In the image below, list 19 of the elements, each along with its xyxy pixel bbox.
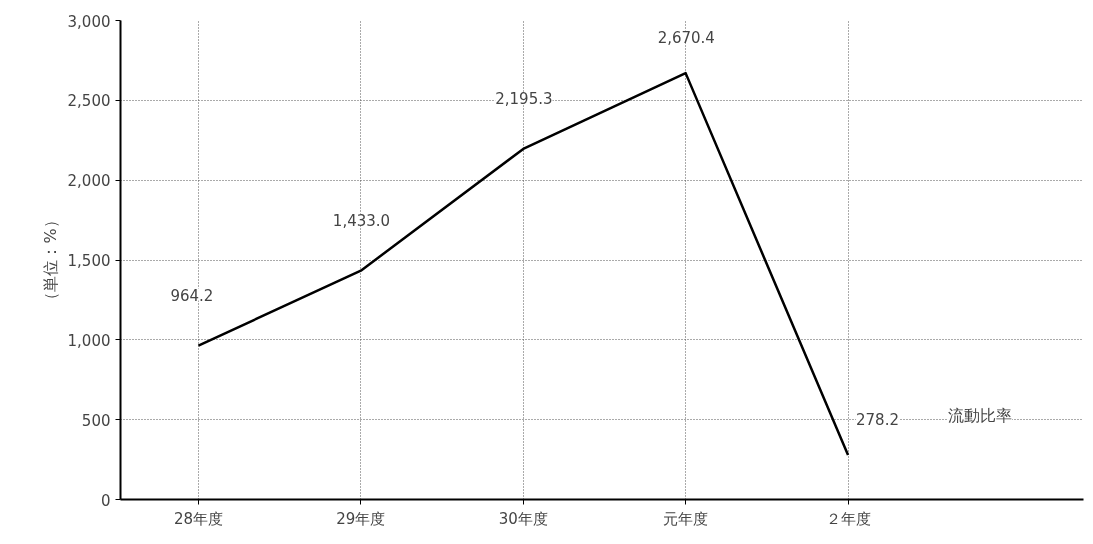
y-tick-label: 1,500 <box>67 252 111 270</box>
y-tick-label: 500 <box>81 411 111 430</box>
y-axis-title: （単位：%） <box>40 212 60 308</box>
data-label: 964.2 <box>170 286 214 305</box>
y-tick-label: 2,000 <box>67 172 111 191</box>
data-label: 2,670.4 <box>657 28 715 47</box>
data-label: 278.2 <box>856 411 899 430</box>
y-tick-label: 3,000 <box>67 12 111 31</box>
x-tick-label: ２年度 <box>825 509 871 528</box>
x-tick-label: 29年度 <box>336 509 386 528</box>
x-tick-label: 28年度 <box>173 509 223 528</box>
data-label: 1,433.0 <box>332 211 391 230</box>
x-tick-label: 30年度 <box>498 509 548 528</box>
y-tick-label: 0 <box>100 491 111 510</box>
text: 流動比率 <box>948 406 1013 426</box>
y-tick-label: 1,000 <box>67 331 111 350</box>
data-label: 2,195.3 <box>495 89 553 108</box>
y-tick-label: 2,500 <box>67 92 111 111</box>
x-tick-label: 元年度 <box>663 509 709 528</box>
